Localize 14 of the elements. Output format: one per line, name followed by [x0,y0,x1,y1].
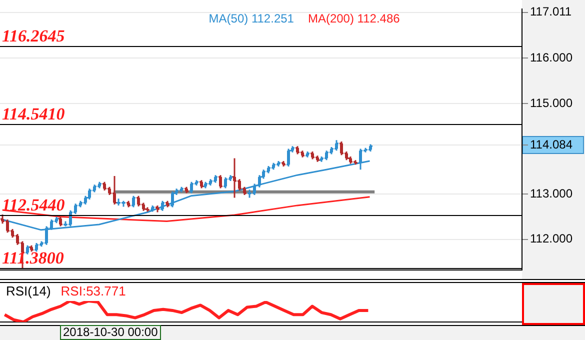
text: RSI:53.771 [60,284,126,299]
y-tick-label: 113.000 [530,186,573,200]
text: 2018-10-30 00:00 [60,325,161,340]
text: MA(50) 112.251 [208,12,294,26]
y-tick-label: 112.000 [530,232,573,246]
ref-line-label: 112.5440 [2,195,66,214]
y-tick-label: 117.011 [530,4,572,19]
text: MA(200) 112.486 [308,12,400,26]
y-tick-label: 114.084 [530,137,573,152]
y-tick-label: 115.000 [530,96,573,110]
ref-line-label: 116.2645 [2,26,66,46]
y-tick-label: 116.000 [530,50,573,64]
chart-title: RSI(14) [6,284,51,299]
ref-line-label: 114.5410 [2,104,66,124]
